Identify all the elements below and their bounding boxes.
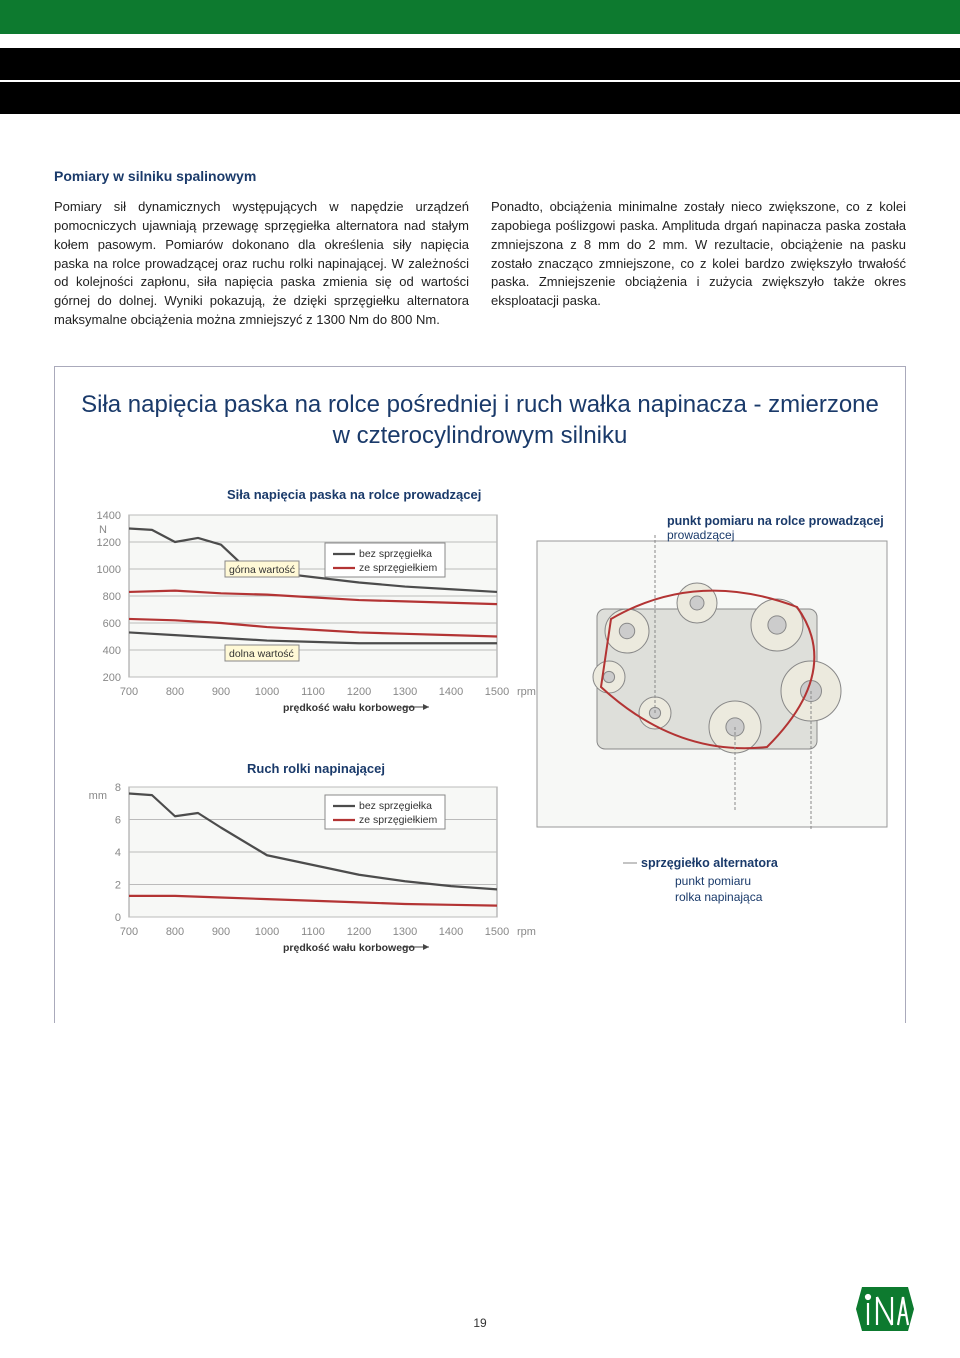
svg-text:ze sprzęgiełkiem: ze sprzęgiełkiem xyxy=(359,562,437,574)
svg-text:1000: 1000 xyxy=(255,926,279,938)
svg-text:1100: 1100 xyxy=(301,926,325,938)
svg-text:0: 0 xyxy=(115,912,121,924)
svg-text:800: 800 xyxy=(166,926,184,938)
svg-text:1500: 1500 xyxy=(485,926,509,938)
svg-text:ze sprzęgiełkiem: ze sprzęgiełkiem xyxy=(359,814,437,826)
svg-text:700: 700 xyxy=(120,686,138,698)
svg-text:bez sprzęgiełka: bez sprzęgiełka xyxy=(359,548,432,560)
svg-text:1400: 1400 xyxy=(97,510,121,522)
svg-text:6: 6 xyxy=(115,815,121,827)
svg-text:bez sprzęgiełka: bez sprzęgiełka xyxy=(359,800,432,812)
paragraph-right: Ponadto, obciążenia minimalne zostały ni… xyxy=(491,198,906,311)
paragraph-left: Pomiary sił dynamicznych występujących w… xyxy=(54,198,469,330)
svg-text:rpm: rpm xyxy=(517,926,536,938)
svg-text:prowadzącej: prowadzącej xyxy=(667,528,734,542)
page-number: 19 xyxy=(0,1316,960,1330)
header-spacer xyxy=(0,34,960,48)
header-green-bar xyxy=(0,0,960,34)
svg-text:1300: 1300 xyxy=(393,686,417,698)
svg-text:2: 2 xyxy=(115,880,121,892)
header-black-bar-1 xyxy=(0,48,960,80)
column-right: Ponadto, obciążenia minimalne zostały ni… xyxy=(491,198,906,330)
chart-title: Siła napięcia paska na rolce pośredniej … xyxy=(77,389,883,451)
svg-text:sprzęgiełko alternatora: sprzęgiełko alternatora xyxy=(641,856,779,870)
svg-text:4: 4 xyxy=(115,847,121,859)
svg-text:prędkość wału korbowego: prędkość wału korbowego xyxy=(283,702,415,714)
svg-text:prędkość wału korbowego: prędkość wału korbowego xyxy=(283,942,415,954)
page-content: Pomiary w silniku spalinowym Pomiary sił… xyxy=(0,114,960,1023)
svg-text:punkt pomiaru: punkt pomiaru xyxy=(675,874,751,888)
svg-text:8: 8 xyxy=(115,782,121,794)
section-heading: Pomiary w silniku spalinowym xyxy=(54,168,906,184)
chart-area: Siła napięcia paska na rolce prowadzącej… xyxy=(77,481,883,1001)
ina-logo xyxy=(852,1283,918,1340)
svg-text:1200: 1200 xyxy=(347,926,371,938)
chart-svg: Siła napięcia paska na rolce prowadzącej… xyxy=(77,481,897,1001)
svg-text:dolna wartość: dolna wartość xyxy=(229,648,294,660)
chart-container: Siła napięcia paska na rolce pośredniej … xyxy=(54,366,906,1023)
svg-text:600: 600 xyxy=(103,618,121,630)
svg-text:1400: 1400 xyxy=(439,926,463,938)
svg-text:N: N xyxy=(99,524,107,536)
svg-text:1200: 1200 xyxy=(347,686,371,698)
svg-text:900: 900 xyxy=(212,686,230,698)
svg-text:punkt pomiaru na rolce prowadz: punkt pomiaru na rolce prowadzącej xyxy=(667,514,884,528)
svg-text:1500: 1500 xyxy=(485,686,509,698)
header-black-bar-2 xyxy=(0,82,960,114)
svg-text:Ruch rolki napinającej: Ruch rolki napinającej xyxy=(247,761,385,776)
svg-text:Siła napięcia paska na rolce p: Siła napięcia paska na rolce prowadzącej xyxy=(227,487,481,502)
svg-text:800: 800 xyxy=(103,591,121,603)
svg-text:900: 900 xyxy=(212,926,230,938)
svg-text:700: 700 xyxy=(120,926,138,938)
svg-text:200: 200 xyxy=(103,672,121,684)
svg-text:1000: 1000 xyxy=(255,686,279,698)
svg-text:1100: 1100 xyxy=(301,686,325,698)
column-left: Pomiary sił dynamicznych występujących w… xyxy=(54,198,469,330)
svg-text:1400: 1400 xyxy=(439,686,463,698)
svg-text:rolka napinająca: rolka napinająca xyxy=(675,890,763,904)
svg-text:1000: 1000 xyxy=(97,564,121,576)
svg-text:mm: mm xyxy=(89,790,107,802)
svg-text:górna wartość: górna wartość xyxy=(229,564,295,576)
svg-text:800: 800 xyxy=(166,686,184,698)
two-column-text: Pomiary sił dynamicznych występujących w… xyxy=(54,198,906,330)
svg-text:1200: 1200 xyxy=(97,537,121,549)
svg-text:1300: 1300 xyxy=(393,926,417,938)
svg-text:400: 400 xyxy=(103,645,121,657)
svg-text:rpm: rpm xyxy=(517,686,536,698)
